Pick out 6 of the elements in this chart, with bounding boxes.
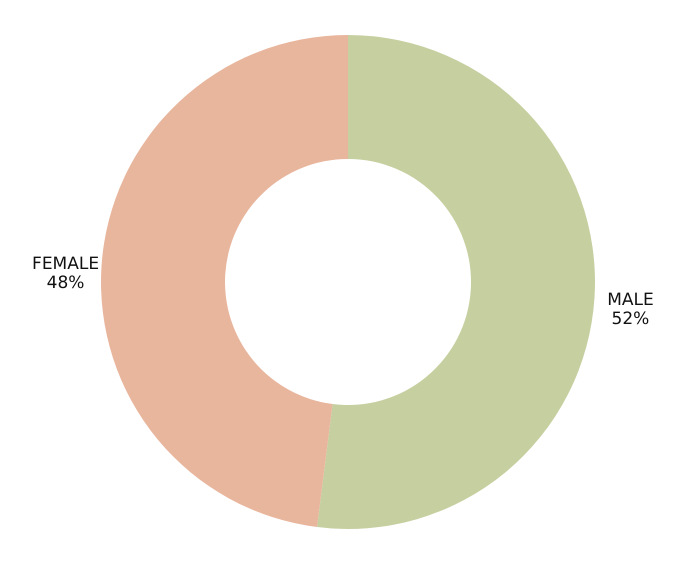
donut-slice: [101, 35, 348, 528]
donut-slice: [317, 35, 595, 529]
slice-label: FEMALE: [32, 254, 100, 274]
data-label: 48%: [46, 273, 84, 294]
data-label: 52%: [612, 308, 650, 329]
slice-label: MALE: [607, 290, 654, 310]
